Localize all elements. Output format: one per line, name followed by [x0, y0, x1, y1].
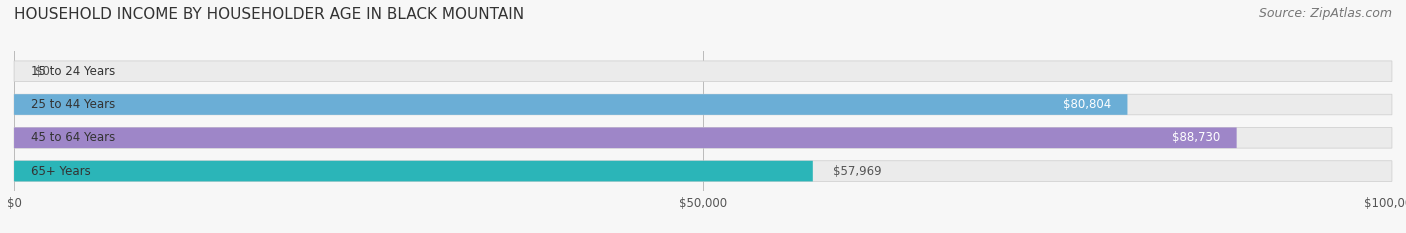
FancyBboxPatch shape	[14, 94, 1128, 115]
Text: Source: ZipAtlas.com: Source: ZipAtlas.com	[1258, 7, 1392, 20]
FancyBboxPatch shape	[14, 161, 1392, 182]
Text: 65+ Years: 65+ Years	[31, 164, 90, 178]
Text: $80,804: $80,804	[1063, 98, 1111, 111]
FancyBboxPatch shape	[14, 94, 1392, 115]
FancyBboxPatch shape	[14, 161, 813, 182]
FancyBboxPatch shape	[14, 127, 1392, 148]
Text: $57,969: $57,969	[834, 164, 882, 178]
FancyBboxPatch shape	[14, 127, 1237, 148]
FancyBboxPatch shape	[14, 61, 1392, 82]
Text: 15 to 24 Years: 15 to 24 Years	[31, 65, 115, 78]
Text: HOUSEHOLD INCOME BY HOUSEHOLDER AGE IN BLACK MOUNTAIN: HOUSEHOLD INCOME BY HOUSEHOLDER AGE IN B…	[14, 7, 524, 22]
Text: $0: $0	[35, 65, 49, 78]
Text: $88,730: $88,730	[1171, 131, 1220, 144]
Text: 25 to 44 Years: 25 to 44 Years	[31, 98, 115, 111]
Text: 45 to 64 Years: 45 to 64 Years	[31, 131, 115, 144]
